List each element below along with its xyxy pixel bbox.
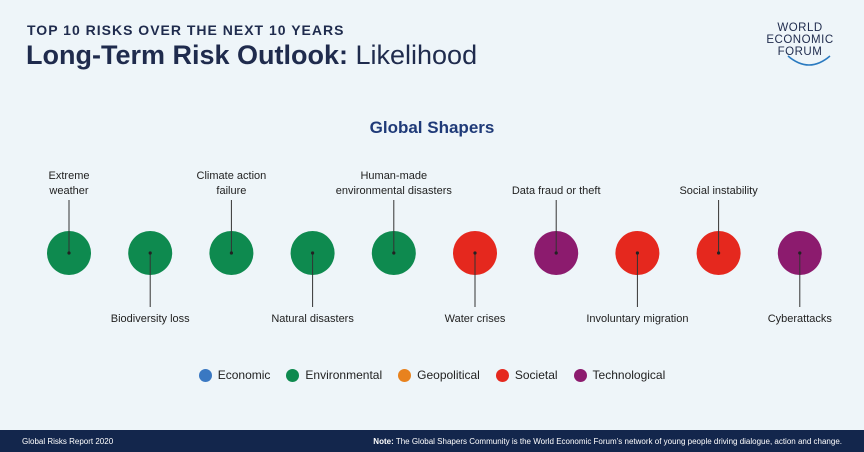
- risk-label: Water crises: [445, 313, 506, 325]
- legend-item-technological: Technological: [573, 368, 666, 382]
- risk-center-dot: [473, 251, 477, 255]
- legend-label: Environmental: [305, 368, 383, 382]
- legend-item-environmental: Environmental: [286, 368, 382, 382]
- legend-dot: [495, 368, 509, 382]
- risk-center-dot: [148, 251, 152, 255]
- wef-logo: WORLD ECONOMIC FORUM: [760, 20, 840, 80]
- risk-node-6: Water crises: [445, 231, 506, 325]
- legend-item-geopolitical: Geopolitical: [398, 368, 480, 382]
- risk-node-1: Extreme weather: [47, 170, 91, 275]
- title-light: Likelihood: [348, 40, 478, 70]
- legend: Economic Environmental Geopolitical Societa…: [0, 368, 864, 382]
- chart-subtitle: Global Shapers: [369, 118, 495, 137]
- risk-label: Human-made: [360, 170, 427, 182]
- legend-label: Economic: [217, 368, 271, 382]
- risk-center-dot: [554, 251, 558, 255]
- legend-label: Societal: [514, 368, 558, 382]
- risk-center-dot: [798, 251, 802, 255]
- legend-item-economic: Economic: [198, 368, 271, 382]
- risk-center-dot: [311, 251, 315, 255]
- risk-center-dot: [635, 251, 640, 255]
- risk-node-3: Climate action failure: [197, 170, 267, 275]
- legend-dot: [198, 368, 212, 382]
- legend-label: Technological: [592, 368, 666, 382]
- risk-label: Climate action: [197, 170, 267, 182]
- logo-line-1: WORLD: [777, 22, 823, 34]
- risk-node-4: Natural disasters: [271, 231, 354, 325]
- legend-dot: [286, 368, 300, 382]
- supertitle: TOP 10 RISKS OVER THE NEXT 10 YEARS: [27, 22, 345, 38]
- legend-dot: [573, 368, 587, 382]
- footer-source: Global Risks Report 2020: [22, 436, 114, 446]
- legend-label: Geopolitical: [417, 368, 480, 382]
- risk-label: environmental disasters: [336, 185, 453, 197]
- risk-node-8: Involuntary migration: [586, 231, 688, 325]
- risk-label: weather: [48, 185, 88, 197]
- risk-label: Natural disasters: [271, 313, 354, 325]
- legend-dot: [398, 368, 412, 382]
- title-bold: Long-Term Risk Outlook:: [26, 40, 348, 70]
- legend-item-societal: Societal: [495, 368, 558, 382]
- risk-diagram: Extreme weather Biodiversity loss Climate a…: [47, 170, 833, 325]
- logo-line-2: ECONOMIC: [766, 34, 834, 46]
- logo-arc-icon: [787, 55, 831, 66]
- risk-label: failure: [216, 185, 246, 197]
- footer-note: Note: The Global Shapers Community is th…: [373, 437, 842, 446]
- risk-label: Involuntary migration: [586, 313, 688, 325]
- risk-label: Cyberattacks: [768, 313, 833, 325]
- risk-center-dot: [67, 251, 71, 255]
- footer-note-text: The Global Shapers Community is the Worl…: [393, 436, 842, 446]
- risk-node-2: Biodiversity loss: [111, 231, 190, 325]
- risk-label: Biodiversity loss: [111, 313, 190, 325]
- footer: Global Risks Report 2020 Note: The Globa…: [0, 430, 864, 452]
- risk-center-dot: [392, 251, 396, 255]
- risk-node-7: Data fraud or theft: [512, 185, 601, 275]
- footer-note-label: Note:: [373, 436, 394, 446]
- risk-label: Data fraud or theft: [512, 185, 601, 197]
- risk-node-5: Human-made environmental disasters: [336, 170, 453, 275]
- page-title: Long-Term Risk Outlook: Likelihood: [26, 40, 477, 71]
- risk-center-dot: [229, 251, 233, 255]
- risk-node-9: Social instability: [679, 185, 758, 275]
- risk-node-10: Cyberattacks: [768, 231, 833, 325]
- risk-label: Extreme: [49, 170, 90, 182]
- logo-line-3: FORUM: [777, 46, 823, 58]
- risk-label: Social instability: [679, 185, 758, 197]
- risk-center-dot: [717, 251, 721, 255]
